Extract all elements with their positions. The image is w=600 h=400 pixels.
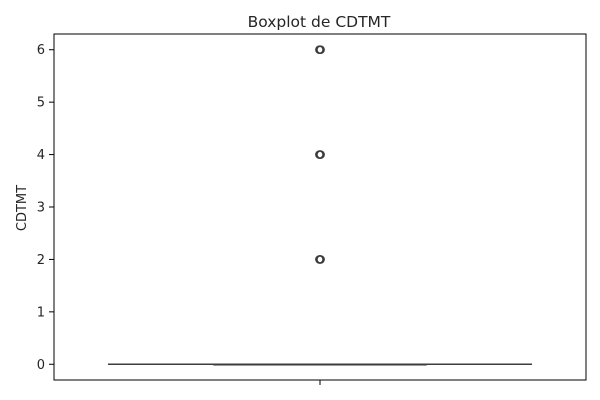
outlier-point-4-2	[316, 150, 325, 159]
y-tick-label-2: 2	[37, 253, 45, 268]
y-tick-label-1: 1	[37, 305, 45, 320]
outlier-point-2-2	[316, 255, 325, 264]
y-tick-label-4: 4	[37, 148, 45, 163]
outlier-6	[315, 45, 325, 55]
y-tick-label-6: 6	[37, 43, 45, 58]
y-tick-label-0: 0	[37, 358, 45, 373]
y-axis-label: CDTMT	[15, 185, 30, 231]
chart-title: Boxplot de CDTMT	[248, 13, 391, 31]
outlier-2	[315, 255, 325, 264]
y-tick-label-5: 5	[37, 96, 45, 111]
outlier-point-6-2	[316, 45, 325, 55]
y-axis: 0 1 2 3 4 5 6	[37, 43, 54, 373]
plot-area-frame	[53, 33, 587, 381]
outlier-4	[315, 150, 325, 159]
y-tick-label-3: 3	[37, 201, 45, 216]
boxplot-marks	[108, 45, 532, 366]
